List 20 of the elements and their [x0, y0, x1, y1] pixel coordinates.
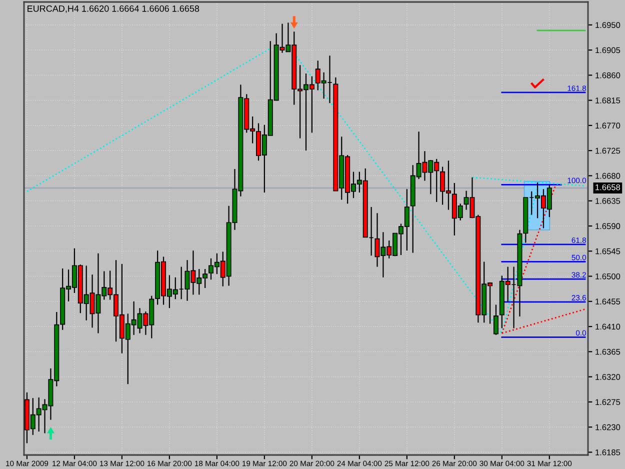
- y-tick-label: 1.6230: [596, 424, 620, 430]
- y-tick-label: 1.6185: [596, 449, 620, 456]
- y-tick-label: 1.6275: [596, 399, 620, 406]
- y-tick-label: 1.6770: [596, 122, 620, 129]
- y-tick-label: 1.6725: [596, 148, 620, 154]
- y-tick-label: 1.6410: [596, 324, 620, 330]
- y-tick-label: 1.6905: [596, 47, 620, 54]
- y-tick-label: 1.6860: [596, 72, 620, 78]
- y-tick-label: 1.6365: [596, 348, 620, 355]
- y-tick-label: 1.6320: [596, 374, 620, 380]
- chart-title: EURCAD,H4 1.6620 1.6664 1.6606 1.6658: [28, 5, 200, 13]
- y-tick-label: 1.6635: [596, 198, 620, 204]
- y-tick-label: 1.6950: [596, 22, 620, 28]
- y-tick-label: 1.6545: [596, 248, 620, 254]
- ref-line-label: 1.6658: [596, 184, 620, 190]
- y-tick-label: 1.6815: [596, 98, 620, 104]
- y-tick-label: 1.6590: [596, 223, 620, 230]
- y-tick-label: 1.6500: [596, 273, 620, 280]
- y-tick-label: 1.6455: [596, 298, 620, 304]
- y-tick-label: 1.6680: [596, 172, 620, 179]
